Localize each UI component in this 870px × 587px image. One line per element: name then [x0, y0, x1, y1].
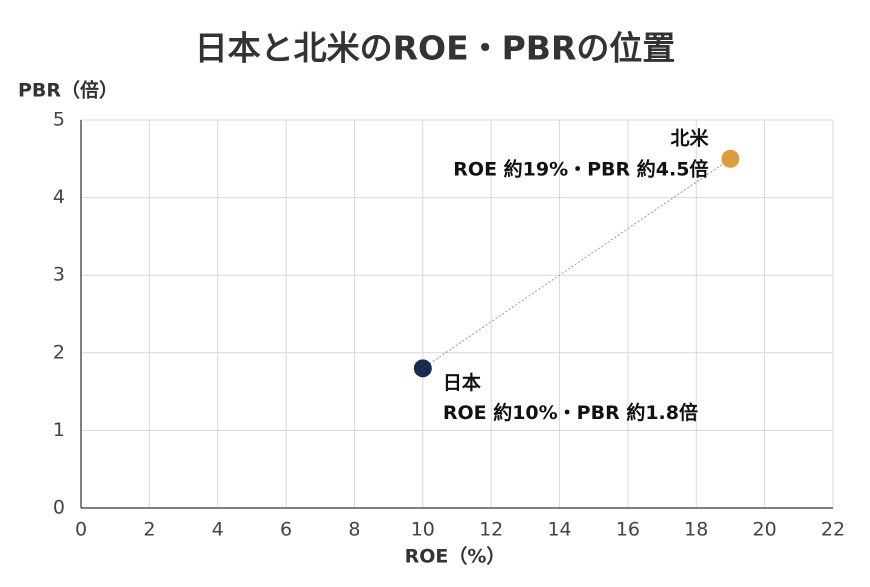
x-tick-label: 0: [75, 519, 87, 541]
x-tick-label: 18: [684, 519, 708, 541]
y-tick-label: 4: [53, 186, 65, 208]
x-tick-label: 16: [616, 519, 640, 541]
point-annotation: ROE 約19%・PBR 約4.5倍: [453, 157, 708, 180]
x-tick-label: 14: [547, 519, 571, 541]
y-tick-label: 5: [53, 109, 65, 131]
y-tick-label: 2: [53, 341, 65, 363]
x-tick-label: 8: [348, 519, 360, 541]
data-point: [413, 359, 432, 378]
x-tick-label: 4: [212, 519, 224, 541]
point-name: 日本: [443, 371, 481, 394]
point-annotation: ROE 約10%・PBR 約1.8倍: [443, 401, 698, 424]
x-tick-label: 2: [143, 519, 155, 541]
x-tick-label: 10: [411, 519, 435, 541]
y-axis-label: PBR（倍）: [18, 79, 118, 102]
x-tick-label: 20: [753, 519, 777, 541]
y-tick-label: 3: [53, 264, 65, 286]
y-tick-label: 0: [53, 497, 65, 519]
data-point: [721, 149, 740, 168]
x-axis-label: ROE（%）: [405, 545, 506, 568]
y-tick-label: 1: [53, 419, 65, 441]
point-name: 北米: [670, 126, 709, 149]
chart-title: 日本と北米のROE・PBRの位置: [195, 29, 676, 68]
x-tick-label: 22: [821, 519, 845, 541]
x-tick-label: 6: [280, 519, 292, 541]
x-tick-label: 12: [479, 519, 503, 541]
